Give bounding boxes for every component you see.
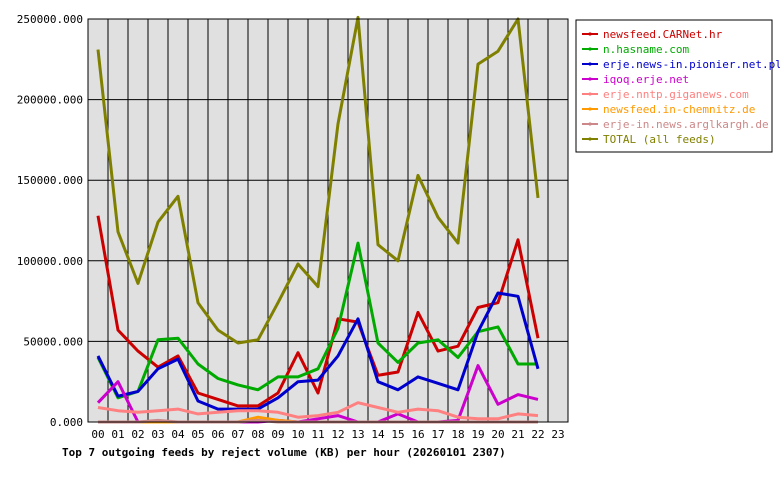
series-line-2 xyxy=(96,291,540,411)
x-tick-label: 22 xyxy=(531,428,544,441)
legend-label: n.hasname.com xyxy=(603,43,689,56)
x-tick-label: 19 xyxy=(471,428,484,441)
y-tick-label: 150000.000 xyxy=(17,174,83,187)
legend-box xyxy=(575,19,773,153)
legend-marker xyxy=(588,137,592,141)
y-tick-label: 250000.000 xyxy=(17,13,83,26)
legend-marker xyxy=(588,107,592,111)
y-tick-label: 0.000 xyxy=(50,416,83,429)
x-axis-ticks: 00 01 02 03 04 05 06 07 08 09 10 11 12 13 14 15 16 17 18 19… xyxy=(91,428,564,441)
x-tick-label: 05 xyxy=(191,428,204,441)
x-tick-label: 21 xyxy=(511,428,524,441)
x-tick-label: 23 xyxy=(551,428,564,441)
x-tick-label: 15 xyxy=(391,428,404,441)
plot-frame xyxy=(87,18,569,423)
legend-label: erje.nntp.giganews.com xyxy=(603,88,749,101)
x-tick-label: 12 xyxy=(331,428,344,441)
legend-label: newsfeed.in-chemnitz.de xyxy=(603,103,755,116)
y-axis-ticks: 0.000 50000.000 100000.000 150000.000 200000… xyxy=(17,13,83,429)
legend-label: TOTAL (all feeds) xyxy=(603,133,716,146)
x-tick-label: 00 xyxy=(91,428,104,441)
x-tick-label: 20 xyxy=(491,428,504,441)
x-tick-label: 11 xyxy=(311,428,324,441)
legend-label: newsfeed.CARNet.hr xyxy=(603,28,723,41)
x-tick-label: 04 xyxy=(171,428,185,441)
x-tick-label: 06 xyxy=(211,428,224,441)
legend: newsfeed.CARNet.hr n.hasname.com erje.news… xyxy=(575,19,780,153)
legend-label: erje.news-in.pionier.net.pl xyxy=(603,58,780,71)
y-tick-label: 200000.000 xyxy=(17,94,83,107)
y-tick-label: 100000.000 xyxy=(17,255,83,268)
series-line-4 xyxy=(97,401,539,421)
series-line-7 xyxy=(96,15,540,345)
y-tick-label: 50000.000 xyxy=(23,335,83,348)
x-tick-label: 10 xyxy=(291,428,304,441)
legend-marker xyxy=(588,77,592,81)
legend-marker xyxy=(588,92,592,96)
x-tick-label: 09 xyxy=(271,428,284,441)
x-tick-label: 02 xyxy=(131,428,144,441)
chart-title: Top 7 outgoing feeds by reject volume (K… xyxy=(62,446,506,459)
x-tick-label: 08 xyxy=(251,428,264,441)
legend-marker xyxy=(588,32,592,36)
x-tick-label: 16 xyxy=(411,428,424,441)
x-tick-label: 13 xyxy=(351,428,364,441)
legend-marker xyxy=(588,62,592,66)
x-tick-label: 18 xyxy=(451,428,464,441)
x-tick-label: 03 xyxy=(151,428,164,441)
legend-marker xyxy=(588,47,592,51)
legend-label: erje-in.news.arglkargh.de xyxy=(603,118,769,131)
x-tick-label: 07 xyxy=(231,428,244,441)
series-line-1 xyxy=(96,241,538,400)
x-tick-label: 17 xyxy=(431,428,444,441)
x-tick-label: 14 xyxy=(371,428,385,441)
legend-label: iqoq.erje.net xyxy=(603,73,689,86)
x-tick-label: 01 xyxy=(111,428,124,441)
series-line-0 xyxy=(96,215,540,408)
legend-marker xyxy=(588,122,592,126)
grid xyxy=(88,19,568,422)
